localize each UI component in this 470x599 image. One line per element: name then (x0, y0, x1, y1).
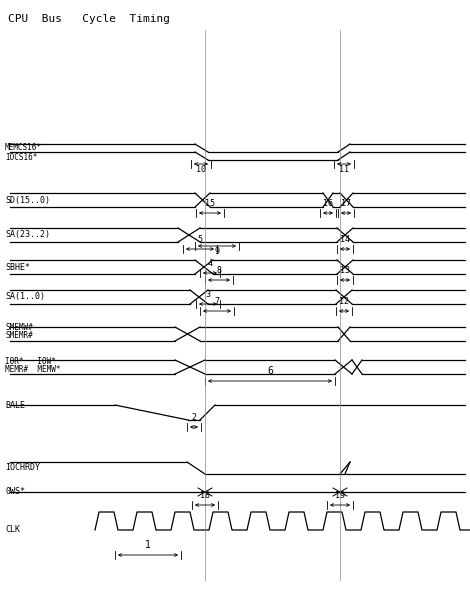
Text: 15: 15 (205, 199, 215, 208)
Text: MEMR#  MEMW*: MEMR# MEMW* (5, 365, 61, 374)
Text: MEMCS16*: MEMCS16* (5, 143, 42, 152)
Text: 10: 10 (196, 165, 206, 174)
Text: 14: 14 (340, 235, 350, 244)
Text: IOCHRDY: IOCHRDY (5, 462, 40, 471)
Text: 5: 5 (197, 235, 203, 244)
Text: 0WS*: 0WS* (5, 488, 25, 497)
Text: 12: 12 (339, 297, 349, 306)
Text: 11: 11 (339, 165, 349, 174)
Text: CLK: CLK (5, 525, 20, 534)
Text: 16: 16 (323, 199, 333, 208)
Text: IOR*   IOW*: IOR* IOW* (5, 358, 56, 367)
Text: SMEMR#: SMEMR# (5, 331, 33, 340)
Text: 19: 19 (335, 491, 345, 500)
Text: SBHE*: SBHE* (5, 262, 30, 271)
Text: SMEMW#: SMEMW# (5, 323, 33, 332)
Text: 17: 17 (341, 199, 351, 208)
Text: 9: 9 (214, 247, 219, 256)
Text: CPU  Bus   Cycle  Timing: CPU Bus Cycle Timing (8, 14, 170, 24)
Text: 7: 7 (214, 297, 219, 306)
Text: 4: 4 (207, 259, 212, 268)
Text: SA(1..0): SA(1..0) (5, 292, 45, 301)
Text: 1: 1 (145, 540, 151, 550)
Text: SD(15..0): SD(15..0) (5, 195, 50, 204)
Text: BALE: BALE (5, 401, 25, 410)
Text: 8: 8 (217, 266, 221, 275)
Text: 18: 18 (200, 491, 210, 500)
Text: 13: 13 (340, 266, 350, 275)
Text: SA(23..2): SA(23..2) (5, 231, 50, 240)
Text: 2: 2 (191, 413, 196, 422)
Text: IOCS16*: IOCS16* (5, 153, 38, 162)
Text: 3: 3 (205, 290, 211, 299)
Text: 6: 6 (267, 366, 273, 376)
